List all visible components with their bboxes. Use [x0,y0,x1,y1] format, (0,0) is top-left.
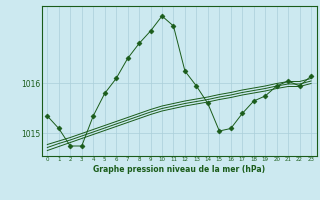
X-axis label: Graphe pression niveau de la mer (hPa): Graphe pression niveau de la mer (hPa) [93,165,265,174]
